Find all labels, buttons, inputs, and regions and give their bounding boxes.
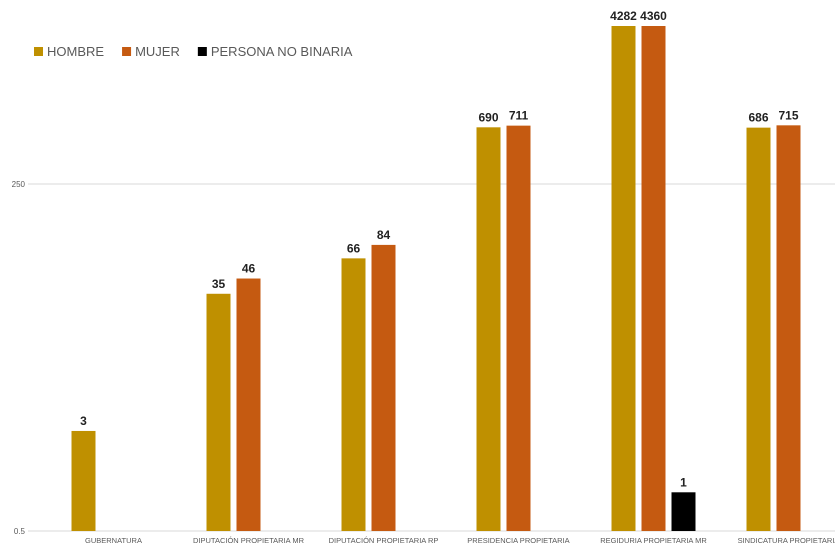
x-category-label: REGIDURIA PROPIETARIA MR — [600, 536, 707, 544]
bar-hombre — [746, 127, 771, 531]
data-label: 84 — [377, 228, 391, 242]
data-label: 3 — [80, 414, 87, 428]
data-label: 66 — [347, 241, 361, 255]
bar-hombre — [71, 430, 96, 531]
y-tick-label: 0.5 — [14, 527, 26, 536]
bar-mujer — [641, 26, 666, 531]
bar-mujer — [371, 244, 396, 531]
bar-mujer — [506, 125, 531, 532]
data-label: 35 — [212, 277, 226, 291]
legend-label: PERSONA NO BINARIA — [211, 44, 353, 59]
data-label: 46 — [242, 262, 256, 276]
legend-label: MUJER — [135, 44, 180, 59]
x-category-label: PRESIDENCIA PROPIETARIA — [467, 536, 569, 544]
legend-swatch — [34, 47, 43, 56]
data-label: 4360 — [640, 9, 667, 23]
legend-swatch — [197, 47, 207, 56]
data-label: 690 — [478, 110, 498, 124]
data-label: 4282 — [610, 9, 637, 23]
legend-swatch — [122, 47, 132, 56]
bar-mujer — [776, 125, 801, 531]
data-label: 715 — [778, 108, 798, 122]
bar-hombre — [341, 258, 366, 531]
legend-label: HOMBRE — [47, 44, 104, 59]
x-category-label: DIPUTACIÓN PROPIETARIA RP — [329, 536, 439, 544]
bar-hombre — [476, 127, 501, 532]
bar-hombre — [206, 293, 231, 531]
y-tick-label: 250 — [12, 180, 26, 189]
bar-mujer — [236, 278, 261, 531]
bar-hombre — [611, 26, 636, 531]
bar-persona-no-binaria — [671, 492, 696, 531]
x-category-label: DIPUTACIÓN PROPIETARIA MR — [193, 536, 305, 544]
data-label: 711 — [509, 109, 529, 123]
x-category-label: SINDICATURA PROPIETARIA — [738, 536, 835, 544]
data-label: 686 — [748, 111, 768, 125]
data-label: 1 — [680, 475, 687, 489]
x-category-label: GUBERNATURA — [85, 536, 142, 544]
